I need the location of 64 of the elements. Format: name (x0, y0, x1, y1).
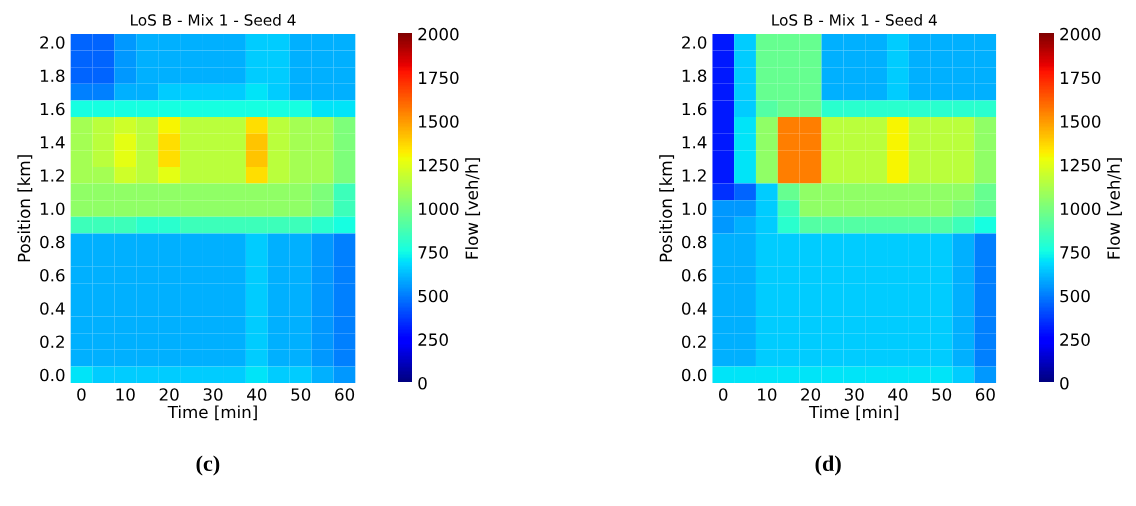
x-tick-label: 60 (335, 388, 355, 401)
x-tick-label: 30 (844, 388, 864, 401)
y-tick-label: 2.0 (40, 36, 65, 49)
color-bar-label: 2000 (418, 27, 459, 41)
color-bar-label: 500 (418, 289, 448, 303)
y-tick-label: 2.0 (682, 36, 707, 49)
x-tick-label: 10 (758, 388, 777, 401)
y-axis-title: Position [km] (17, 155, 33, 262)
color-bar-label: 1500 (419, 115, 459, 128)
y-tick-label: 1.4 (682, 136, 707, 149)
x-tick-label: 20 (159, 388, 179, 401)
y-axis-title: Position [km] (659, 155, 675, 262)
color-bar-label: 250 (418, 333, 448, 346)
x-axis-title: Time [min] (808, 405, 899, 421)
x-axis-title: Time [min] (167, 405, 257, 421)
y-tick-label: 0.2 (682, 335, 706, 349)
x-tick-label: 40 (247, 388, 267, 401)
color-bar-label: 250 (1060, 333, 1090, 346)
y-tick-label: 0.0 (682, 368, 707, 382)
color-bar-label: 1250 (1060, 158, 1101, 172)
y-tick-label: 0.4 (682, 302, 707, 315)
color-bar-label: 750 (1060, 246, 1090, 259)
x-tick-label: 0 (718, 388, 728, 401)
y-tick-label: 0.0 (40, 368, 65, 382)
y-tick-label: 1.8 (40, 69, 65, 83)
color-bar-label: 1250 (419, 158, 459, 172)
x-tick-label: 60 (975, 388, 995, 401)
color-bar-label: 500 (1060, 289, 1090, 303)
color-bar-label: 0 (1060, 377, 1069, 390)
color-bar-title: Flow [veh/h] (465, 158, 481, 259)
x-tick-label: 30 (203, 388, 223, 401)
color-bar-label: 750 (418, 246, 448, 259)
x-tick-label: 50 (932, 388, 952, 401)
color-bar-label: 1000 (1060, 202, 1101, 216)
y-tick-label: 1.8 (682, 69, 707, 83)
color-bar-label: 1750 (419, 71, 459, 85)
y-tick-label: 0.4 (40, 302, 65, 315)
y-tick-label: 1.0 (682, 202, 707, 216)
y-tick-label: 0.8 (682, 235, 707, 249)
color-bar-label: 0 (418, 377, 427, 390)
color-bar-label: 2000 (1060, 27, 1101, 41)
text: (d) (815, 455, 841, 476)
text: (c) (196, 455, 220, 476)
chart-title: LoS B - Mix 1 - Seed 4 (772, 13, 937, 26)
y-tick-label: 1.4 (40, 136, 65, 149)
y-tick-label: 0.2 (40, 335, 64, 349)
color-bar-label: 1500 (1060, 115, 1101, 128)
chart-title: LoS B - Mix 1 - Seed 4 (131, 13, 296, 26)
color-bar-label: 1750 (1060, 71, 1101, 85)
color-bar-label: 1000 (419, 202, 459, 216)
x-tick-label: 0 (77, 388, 86, 401)
x-tick-label: 50 (291, 388, 311, 401)
y-tick-label: 0.6 (682, 268, 707, 282)
y-tick-label: 1.2 (40, 169, 64, 182)
color-bar-title: Flow [veh/h] (1107, 158, 1122, 259)
x-tick-label: 40 (888, 388, 908, 401)
y-tick-label: 1.0 (40, 202, 65, 216)
y-tick-label: 0.8 (40, 235, 65, 249)
y-tick-label: 1.6 (682, 102, 707, 116)
x-tick-label: 10 (116, 388, 135, 401)
y-tick-label: 0.6 (40, 268, 65, 282)
x-tick-label: 20 (801, 388, 821, 401)
y-tick-label: 1.2 (682, 169, 706, 182)
y-tick-label: 1.6 (40, 102, 65, 116)
